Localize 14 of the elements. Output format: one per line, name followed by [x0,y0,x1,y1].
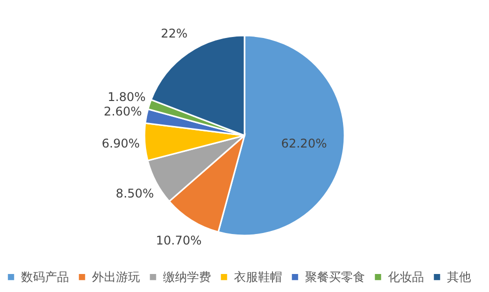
legend-label: 其他 [447,270,471,284]
legend-label: 外出游玩 [92,270,140,284]
data-label: 6.90% [102,136,140,150]
data-label: 22% [160,26,188,40]
data-label: 62.20% [281,136,327,150]
data-label: 2.60% [104,104,142,118]
data-label: 10.70% [156,234,202,248]
legend-label: 缴纳学费 [163,270,211,284]
legend-label: 数码产品 [21,270,69,284]
legend-label: 聚餐买零食 [305,270,365,284]
legend-label: 化妆品 [388,270,424,284]
data-label: 1.80% [108,90,146,104]
data-label: 8.50% [116,186,154,200]
legend-label: 衣服鞋帽 [234,270,282,284]
